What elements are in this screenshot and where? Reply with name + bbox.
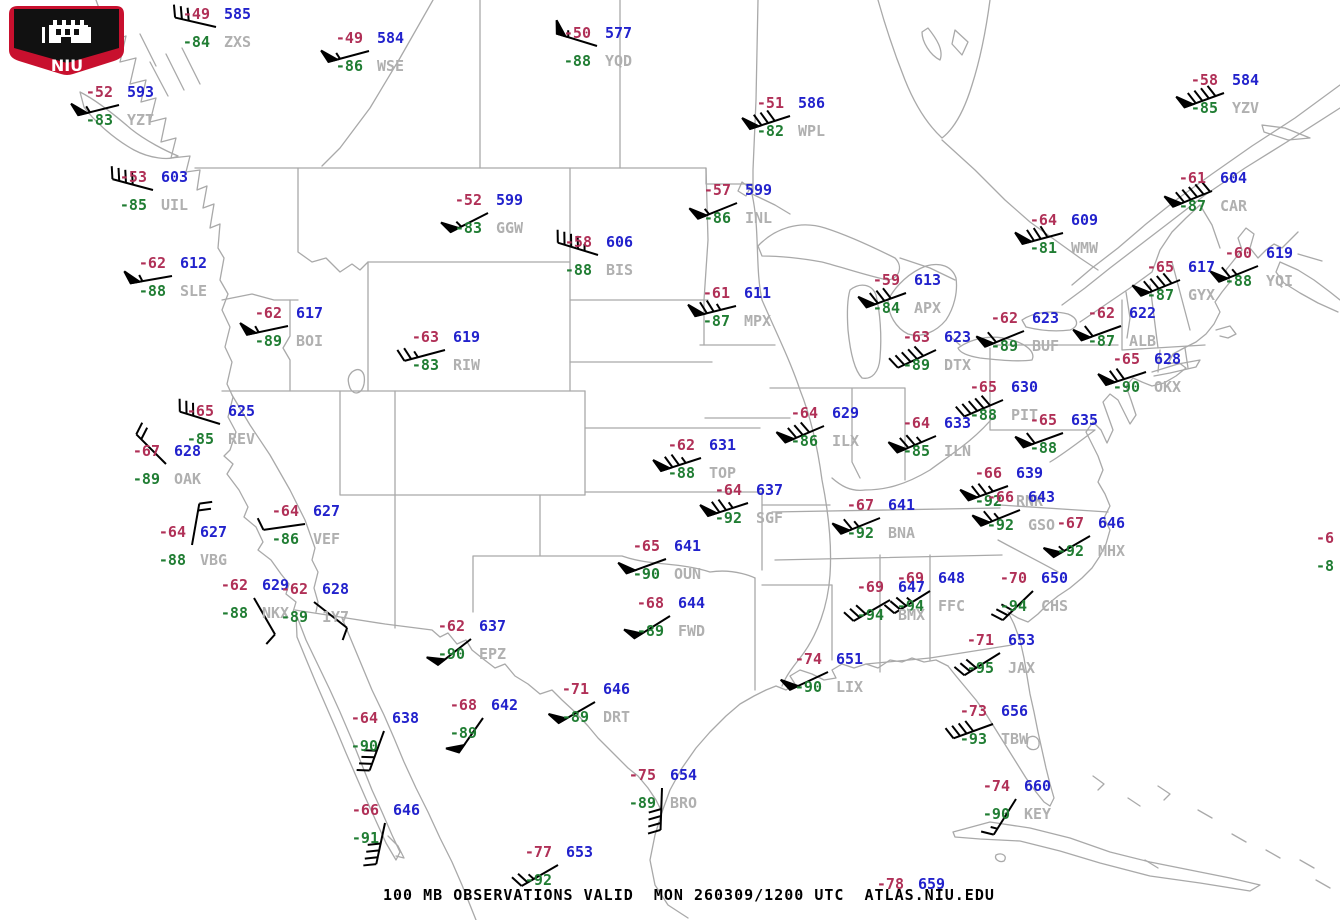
map-caption: 100 MB OBSERVATIONS VALID MON 260309/120… [383, 886, 995, 904]
niu-logo: NIU [9, 6, 124, 75]
castle-icon [42, 20, 91, 43]
niu-logo-text: NIU [51, 56, 83, 75]
niu-shield-icon: NIU [9, 6, 124, 75]
